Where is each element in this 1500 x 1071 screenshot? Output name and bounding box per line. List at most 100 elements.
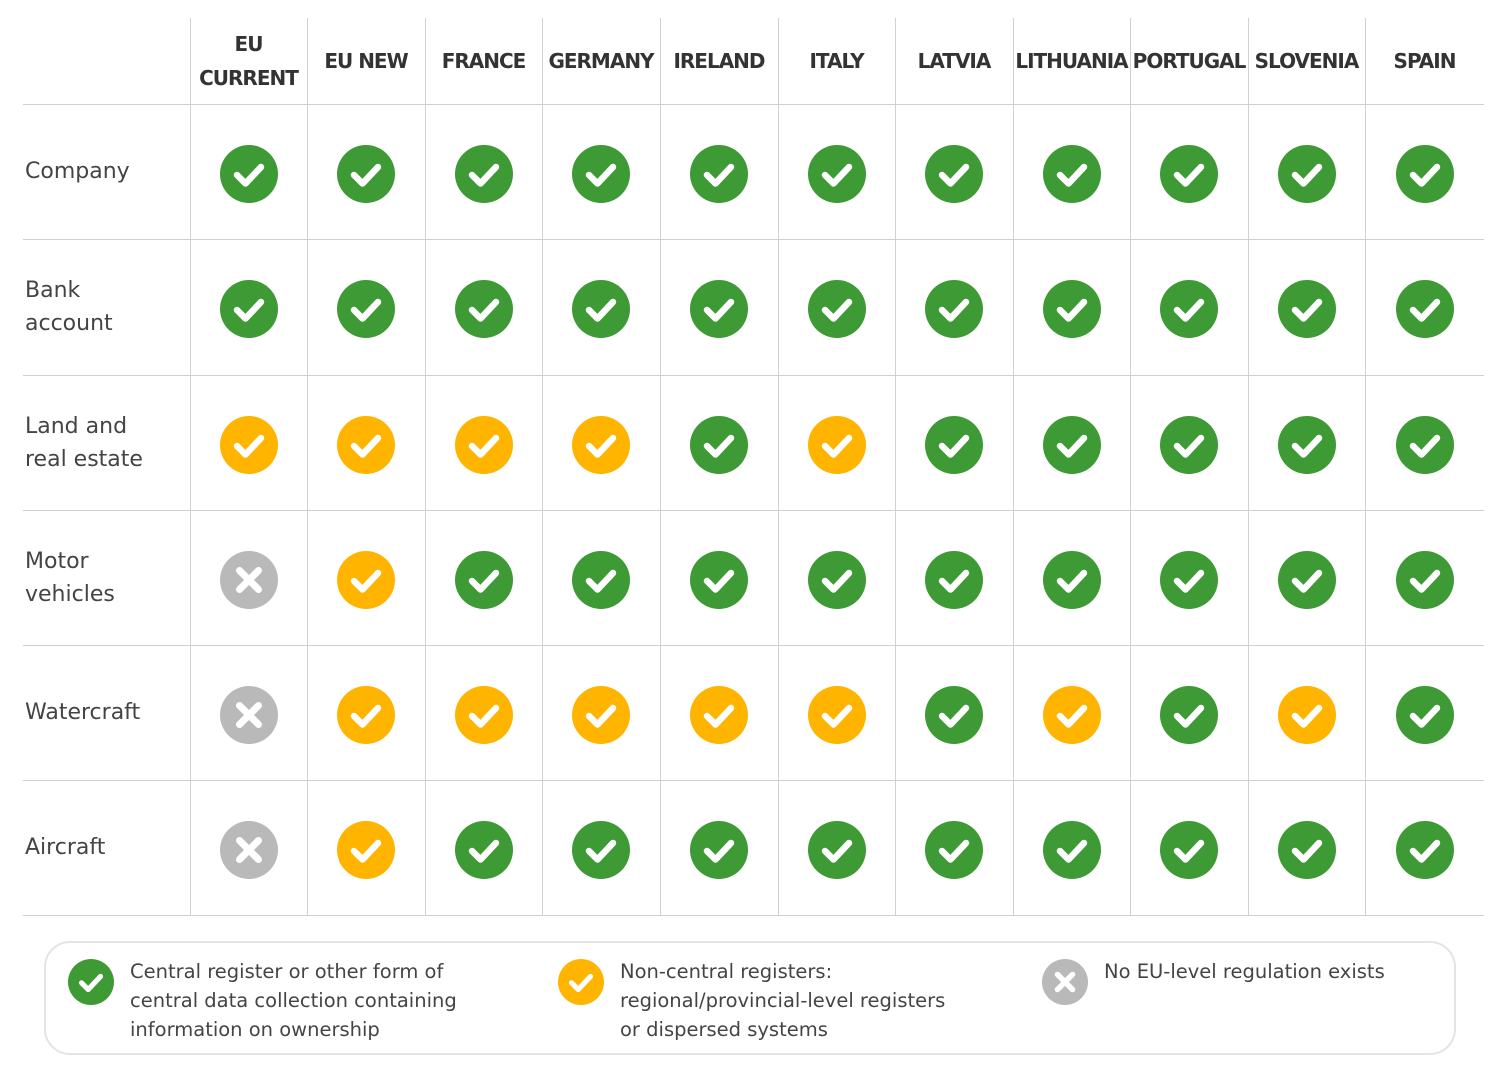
green-check-icon (572, 820, 630, 879)
row-label: Bank account (25, 278, 113, 336)
legend-item-none: No EU-level regulation exists (1042, 957, 1404, 1005)
green-check-icon (1395, 280, 1454, 338)
green-check-icon (1395, 550, 1454, 609)
green-check-icon (1042, 550, 1101, 609)
grey-cross-icon (219, 550, 278, 609)
yellow-check-icon (807, 415, 866, 474)
column-header: ITALY (809, 49, 864, 73)
column-divider (1013, 18, 1014, 915)
green-check-icon (807, 550, 866, 609)
green-check-icon (1277, 820, 1336, 879)
green-check-icon (337, 144, 395, 203)
yellow-check-icon (572, 685, 630, 744)
column-header: SPAIN (1393, 49, 1457, 73)
green-check-icon (925, 415, 983, 474)
row-divider (23, 104, 1484, 105)
green-check-icon (454, 550, 513, 609)
green-check-icon (1042, 144, 1101, 203)
green-check-icon (925, 550, 983, 609)
green-check-icon (572, 280, 630, 338)
green-check-icon (1160, 550, 1218, 609)
green-check-icon (1160, 820, 1218, 879)
green-check-icon (219, 144, 278, 203)
green-check-icon (807, 144, 866, 203)
green-check-icon (454, 144, 513, 203)
green-check-icon (454, 280, 513, 338)
row-divider (23, 375, 1484, 376)
green-check-icon (690, 415, 748, 474)
legend-item-central: Central register or other form of centra… (68, 957, 500, 1044)
row-label: Land and real estate (25, 413, 143, 472)
green-check-icon (1277, 415, 1336, 474)
legend-item-non-central: Non-central registers: regional/provinci… (558, 957, 960, 1044)
column-divider (660, 18, 661, 915)
column-header: IRELAND (673, 49, 765, 73)
green-check-icon (690, 820, 748, 879)
green-check-icon (1160, 685, 1218, 744)
green-check-icon (68, 959, 114, 1005)
legend-text-none: No EU-level regulation exists (1104, 960, 1385, 983)
yellow-check-icon (690, 685, 748, 744)
grey-cross-icon (1042, 959, 1088, 1005)
green-check-icon (572, 550, 630, 609)
column-divider (1130, 18, 1131, 915)
yellow-check-icon (1042, 685, 1101, 744)
green-check-icon (572, 144, 630, 203)
green-check-icon (690, 550, 748, 609)
green-check-icon (1395, 685, 1454, 744)
row-label: Company (25, 159, 130, 184)
green-check-icon (807, 820, 866, 879)
column-header: LATVIA (917, 49, 992, 73)
legend-text-non-central: Non-central registers: regional/provinci… (620, 960, 946, 1041)
column-divider (425, 18, 426, 915)
column-header: SLOVENIA (1254, 49, 1360, 73)
column-divider (1365, 18, 1366, 915)
column-divider (542, 18, 543, 915)
row-divider (23, 510, 1484, 511)
green-check-icon (1042, 820, 1101, 879)
column-divider (778, 18, 779, 915)
green-check-icon (1277, 280, 1336, 338)
green-check-icon (1042, 280, 1101, 338)
green-check-icon (1395, 820, 1454, 879)
green-check-icon (690, 144, 748, 203)
row-label: Motor vehicles (25, 548, 115, 607)
row-divider (23, 780, 1484, 781)
row-divider (23, 915, 1484, 916)
yellow-check-icon (807, 685, 866, 744)
yellow-check-icon (337, 550, 395, 609)
legend: Central register or other form of centra… (44, 941, 1456, 1055)
green-check-icon (1395, 144, 1454, 203)
column-header: FRANCE (441, 49, 527, 73)
grey-cross-icon (219, 685, 278, 744)
yellow-check-icon (337, 415, 395, 474)
row-label: Aircraft (25, 835, 106, 860)
column-divider (307, 18, 308, 915)
grey-cross-icon (219, 820, 278, 879)
column-divider (895, 18, 896, 915)
column-divider (1248, 18, 1249, 915)
yellow-check-icon (572, 415, 630, 474)
legend-text-central: Central register or other form of centra… (130, 960, 457, 1041)
column-header: GERMANY (548, 49, 654, 73)
green-check-icon (925, 685, 983, 744)
green-check-icon (690, 280, 748, 338)
green-check-icon (1160, 280, 1218, 338)
green-check-icon (1395, 415, 1454, 474)
column-header: PORTUGAL (1132, 49, 1247, 73)
yellow-check-icon (1277, 685, 1336, 744)
green-check-icon (1160, 415, 1218, 474)
green-check-icon (925, 280, 983, 338)
row-divider (23, 239, 1484, 240)
green-check-icon (925, 820, 983, 879)
green-check-icon (1042, 415, 1101, 474)
green-check-icon (1160, 144, 1218, 203)
column-header: LITHUANIA (1015, 49, 1128, 73)
green-check-icon (454, 820, 513, 879)
column-header: EU CURRENT (199, 32, 299, 90)
row-label: Watercraft (25, 700, 141, 725)
column-divider (190, 18, 191, 915)
yellow-check-icon (337, 685, 395, 744)
green-check-icon (219, 280, 278, 338)
